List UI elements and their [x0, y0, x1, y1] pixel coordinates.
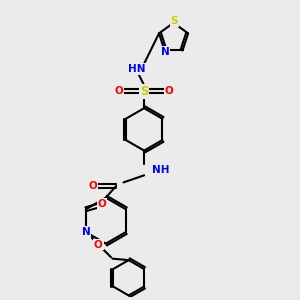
Text: S: S: [140, 85, 148, 98]
Text: O: O: [165, 86, 173, 96]
Text: HN: HN: [128, 64, 146, 74]
Text: O: O: [98, 199, 106, 209]
Text: O: O: [88, 181, 97, 191]
Text: NH: NH: [152, 165, 170, 175]
Text: N: N: [82, 227, 90, 237]
Text: N: N: [161, 47, 170, 57]
Text: O: O: [94, 239, 103, 250]
Text: O: O: [115, 86, 124, 96]
Text: S: S: [170, 16, 178, 26]
